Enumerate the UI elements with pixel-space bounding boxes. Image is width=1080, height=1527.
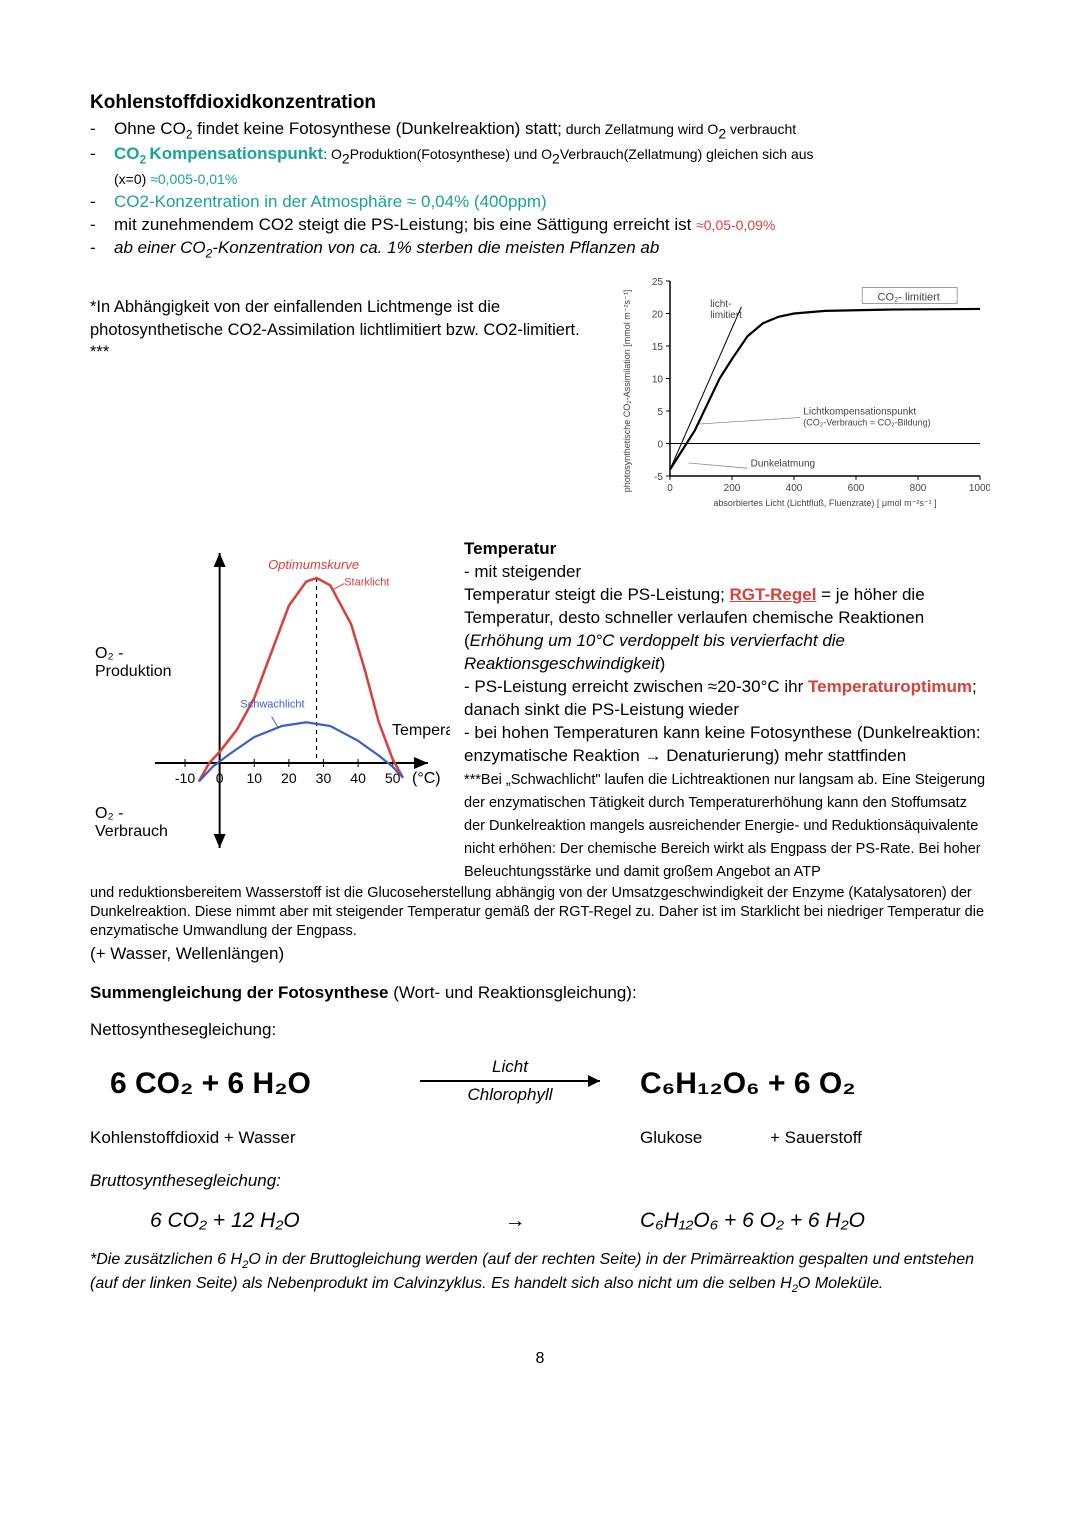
dash: - [90,237,114,261]
svg-text:(CO₂-Verbrauch = CO₂-Bildung): (CO₂-Verbrauch = CO₂-Bildung) [803,418,930,428]
svg-text:Verbrauch: Verbrauch [95,823,168,840]
svg-text:20: 20 [652,310,664,321]
svg-text:20: 20 [281,770,297,786]
svg-text:Lichtkompensationspunkt: Lichtkompensationspunkt [803,407,916,418]
svg-text:5: 5 [657,407,663,418]
temperature-text: Temperatur - mit steigender Temperatur s… [464,538,990,882]
svg-text:O₂ -: O₂ - [95,805,123,822]
svg-text:Schwachlicht: Schwachlicht [240,699,304,711]
svg-text:limitiert: limitiert [710,311,742,322]
svg-text:200: 200 [724,483,741,494]
eq1-left: 6 CO₂ + 6 H₂O [90,1064,410,1105]
word-equation: Kohlenstoffdioxid + Wasser Glukose + Sau… [90,1127,990,1150]
bullet-4: - mit zunehmendem CO2 steigt die PS-Leis… [90,214,990,237]
svg-text:absorbiertes Licht (Lichtfluß,: absorbiertes Licht (Lichtfluß, Fluenzrat… [713,498,936,508]
svg-text:40: 40 [350,770,366,786]
bullet-5-text: ab einer CO2-Konzentration von ca. 1% st… [114,237,659,261]
svg-text:O₂ -: O₂ - [95,645,123,662]
temperature-heading: Temperatur [464,539,556,558]
svg-text:30: 30 [316,770,332,786]
net-equation: 6 CO₂ + 6 H₂O Licht Chlorophyll C₆H₁₂O₆ … [90,1056,990,1113]
eq1-arrow: Licht Chlorophyll [410,1056,620,1113]
bullet-3-text: CO2-Konzentration in der Atmosphäre ≈ 0,… [114,191,547,214]
bullet-1: - Ohne CO2 findet keine Fotosynthese (Du… [90,118,990,143]
extra-line: (+ Wasser, Wellenlängen) [90,943,990,966]
continuation-text: und reduktionsbereitem Wasserstoff ist d… [90,884,990,941]
dash: - [90,191,114,214]
svg-text:Produktion: Produktion [95,663,172,680]
svg-text:10: 10 [652,375,664,386]
page: Kohlenstoffdioxidkonzentration - Ohne CO… [0,0,1080,1409]
svg-text:0: 0 [657,440,663,451]
light-curve-svg: -5 0 5 10 15 20 25 0 200 400 600 800 1000 licht-limit… [610,271,990,521]
bullet-5: - ab einer CO2-Konzentration von ca. 1% … [90,237,990,261]
brutto-label: Bruttosynthesegleichung: [90,1170,990,1193]
optimum-curve-svg: -1001020304050OptimumskurveStarklichtSch… [90,538,450,868]
eq2-left: 6 CO₂ + 12 H₂O [90,1207,410,1235]
note-and-plot-row: *In Abhängigkeit von der einfallenden Li… [90,271,990,528]
temperature-row: -1001020304050OptimumskurveStarklichtSch… [90,538,990,882]
fine-print: ***Bei „Schwachlicht" laufen die Lichtre… [464,772,985,880]
eq2-arrow: → [410,1207,620,1235]
bullet-2: - CO2 Kompensationspunkt: O2Produktion(F… [90,143,990,191]
dash: - [90,118,114,143]
bullet-2-text: CO2 Kompensationspunkt: O2Produktion(Fot… [114,143,814,191]
light-curve-plot: -5 0 5 10 15 20 25 0 200 400 600 800 1000 licht-limit… [610,271,990,528]
dash: - [90,143,114,191]
svg-text:Temperatur: Temperatur [392,722,450,739]
heading-co2: Kohlenstoffdioxidkonzentration [90,90,990,116]
svg-text:Optimumskurve: Optimumskurve [268,557,359,572]
svg-text:0: 0 [216,770,224,786]
svg-text:photosynthetische CO₂-Assimila: photosynthetische CO₂-Assimilation [mmol… [622,290,632,493]
svg-text:15: 15 [652,342,664,353]
equation-block: Summengleichung der Fotosynthese (Wort- … [90,982,990,1298]
svg-text:400: 400 [786,483,803,494]
bullet-3: - CO2-Konzentration in der Atmosphäre ≈ … [90,191,990,214]
svg-text:1000: 1000 [969,483,990,494]
svg-text:Starklicht: Starklicht [344,577,389,589]
bullet-1-text: Ohne CO2 findet keine Fotosynthese (Dunk… [114,118,796,143]
svg-text:(°C): (°C) [412,770,441,787]
eq1-right: C₆H₁₂O₆ + 6 O₂ [620,1064,990,1105]
arrow-top: Licht [492,1057,529,1076]
equation-footnote: *Die zusätzlichen 6 H2O in der Bruttogle… [90,1249,990,1298]
arrow-bot: Chlorophyll [467,1085,553,1104]
svg-text:0: 0 [667,483,673,494]
svg-text:-5: -5 [654,472,663,483]
svg-text:10: 10 [246,770,262,786]
page-number: 8 [90,1348,990,1370]
svg-text:800: 800 [910,483,927,494]
bullet-4-text: mit zunehmendem CO2 steigt die PS-Leistu… [114,214,775,237]
summary-heading: Summengleichung der Fotosynthese (Wort- … [90,982,990,1005]
bullet-list: - Ohne CO2 findet keine Fotosynthese (Du… [90,118,990,262]
svg-text:CO₂- limitiert: CO₂- limitiert [878,292,940,304]
optimum-curve-plot: -1001020304050OptimumskurveStarklichtSch… [90,538,450,882]
gross-equation: 6 CO₂ + 12 H₂O → C₆H₁₂O₆ + 6 O₂ + 6 H₂O [90,1207,990,1235]
eq2-right: C₆H₁₂O₆ + 6 O₂ + 6 H₂O [620,1207,990,1235]
svg-text:25: 25 [652,277,664,288]
side-note: *In Abhängigkeit von der einfallenden Li… [90,271,592,528]
dash: - [90,214,114,237]
svg-text:Dunkelatmung: Dunkelatmung [751,459,815,470]
svg-text:-10: -10 [175,770,195,786]
svg-text:licht-: licht- [710,299,731,310]
svg-text:600: 600 [848,483,865,494]
netto-label: Nettosynthesegleichung: [90,1019,990,1042]
